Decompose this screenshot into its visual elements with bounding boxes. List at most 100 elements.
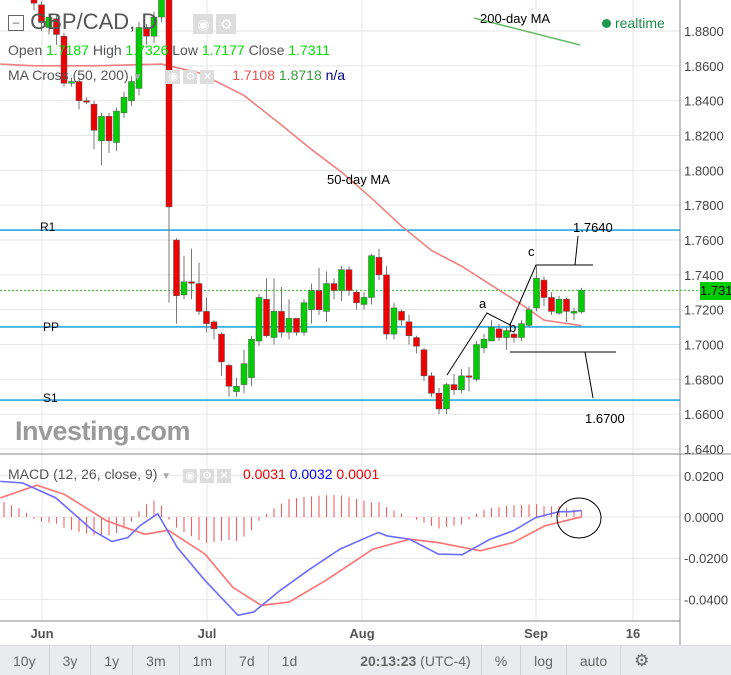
r1-label: R1 xyxy=(40,220,56,234)
timezone[interactable]: (UTC-4) xyxy=(420,653,471,669)
candle-down xyxy=(105,116,113,141)
candle-down xyxy=(450,384,458,391)
candle-up xyxy=(158,0,165,18)
timeframe-10y[interactable]: 10y xyxy=(0,646,50,675)
target-down-pointer xyxy=(584,351,594,399)
auto-toggle[interactable]: auto xyxy=(567,646,622,675)
candle-up xyxy=(368,255,375,298)
time-tick-label: Aug xyxy=(349,626,374,641)
candle-down xyxy=(420,349,428,377)
candle-up xyxy=(555,298,563,314)
macd-value-2: 0.0032 xyxy=(289,466,333,482)
price-tick-label: 1.8200 xyxy=(684,129,724,144)
timeframe-7d[interactable]: 7d xyxy=(226,646,269,675)
candle-down xyxy=(30,0,38,4)
eye-icon[interactable]: ◉ xyxy=(193,14,214,34)
price-tick-label: 1.8800 xyxy=(684,24,724,39)
macd-value-3: 0.0001 xyxy=(336,466,380,482)
open-value: 1.7187 xyxy=(46,42,89,58)
timeframe-3y[interactable]: 3y xyxy=(50,646,92,675)
candle-down xyxy=(218,333,225,363)
eye-icon[interactable]: ◉ xyxy=(183,469,198,483)
candle-down xyxy=(428,375,435,394)
macd-line xyxy=(0,480,582,617)
candle-up xyxy=(503,330,510,338)
candle-down xyxy=(375,257,383,276)
candle-down xyxy=(83,100,90,103)
candle-up xyxy=(248,339,255,378)
s1-label: S1 xyxy=(43,391,58,405)
candle-up xyxy=(488,326,495,342)
candle-up xyxy=(45,16,53,28)
ma50-line xyxy=(0,63,582,327)
candle-down xyxy=(188,281,195,284)
target-down-label: 1.6700 xyxy=(585,411,625,426)
symbol-title: GBP/CAD, D xyxy=(30,9,158,34)
ma-extra-value: n/a xyxy=(325,67,346,83)
candle-down xyxy=(435,393,443,410)
low-label: Low xyxy=(172,42,198,58)
ma-cross-label: MA Cross (50, 200) xyxy=(8,67,129,83)
price-tick-label: 1.6400 xyxy=(684,442,724,457)
timeframe-1d[interactable]: 1d xyxy=(281,653,298,669)
candle-up xyxy=(458,375,465,391)
price-tick-label: 1.7000 xyxy=(684,338,724,353)
gear-icon[interactable]: ⚙ xyxy=(216,14,237,34)
candle-up xyxy=(533,278,540,309)
candle-down xyxy=(75,81,83,101)
candle-down xyxy=(405,321,413,337)
clock: 20:13:23 (UTC-4) xyxy=(360,653,471,669)
collapse-icon[interactable]: – xyxy=(8,15,24,32)
price-tick-label: 1.6800 xyxy=(684,372,724,387)
gear-icon[interactable]: ⚙ xyxy=(183,70,198,84)
time-tick-label: 16 xyxy=(626,626,640,641)
candle-up xyxy=(180,281,188,296)
ohlc-row: Open 1.7187 High 1.7326 Low 1.7177 Close… xyxy=(8,42,330,58)
candle-down xyxy=(143,27,150,37)
macd-tick-label: -0.0400 xyxy=(684,592,728,607)
realtime-label: realtime xyxy=(615,15,665,31)
candle-up xyxy=(135,27,143,89)
price-tick-label: 1.8400 xyxy=(684,94,724,109)
candle-up xyxy=(255,297,263,342)
candle-down xyxy=(38,4,45,23)
settings-gear-icon[interactable]: ⚙ xyxy=(634,651,650,670)
chart-canvas[interactable]: 1.8800 1.8600 1.8400 1.8200 1.8000 1.7800 1.76… xyxy=(0,0,731,645)
log-toggle[interactable]: log xyxy=(521,646,567,675)
candle-up xyxy=(360,297,368,305)
price-tick-label: 1.7200 xyxy=(684,303,724,318)
candle-down xyxy=(90,103,98,131)
percent-toggle[interactable]: % xyxy=(480,646,522,675)
timeframe-3m[interactable]: 3m xyxy=(133,646,180,675)
wave-a-label: a xyxy=(479,296,487,311)
candle-down xyxy=(293,318,300,333)
time-tick-label: Jul xyxy=(198,626,217,641)
eye-icon[interactable]: ◉ xyxy=(166,70,181,84)
ma50-value: 1.7108 xyxy=(232,67,276,83)
timeframe-1y[interactable]: 1y xyxy=(91,646,134,675)
timeframe-1m[interactable]: 1m xyxy=(180,646,227,675)
candle-down xyxy=(203,311,210,324)
candle-down xyxy=(398,311,405,321)
signal-line xyxy=(0,484,582,607)
macd-tick-label: 0.0200 xyxy=(684,469,724,484)
close-icon[interactable]: ✕ xyxy=(217,469,232,483)
candle-up xyxy=(240,363,248,385)
wave-b-label: b xyxy=(509,320,517,335)
last-price-tag: 1.7311 xyxy=(700,282,731,300)
macd-tick-label: 0.0000 xyxy=(684,510,724,525)
time-tick-label: Jun xyxy=(30,626,53,641)
investing-logo: Investing.com xyxy=(15,416,191,446)
macd-tick-label: -0.0200 xyxy=(684,551,728,566)
macd-value-1: 0.0031 xyxy=(242,466,286,482)
price-tick-label: 1.7600 xyxy=(684,233,724,248)
pp-label: PP xyxy=(43,320,60,334)
abc-wave-line xyxy=(446,264,593,376)
macd-header: MACD (12, 26, close, 9) ▼ ◉ ⚙ ✕ 0.0031 0.0… xyxy=(8,466,380,483)
close-icon[interactable]: ✕ xyxy=(200,70,215,84)
high-value: 1.7326 xyxy=(125,42,169,58)
candle-down xyxy=(563,298,570,312)
close-value: 1.7311 xyxy=(288,42,331,58)
candle-down xyxy=(495,328,503,338)
gear-icon[interactable]: ⚙ xyxy=(200,469,215,483)
